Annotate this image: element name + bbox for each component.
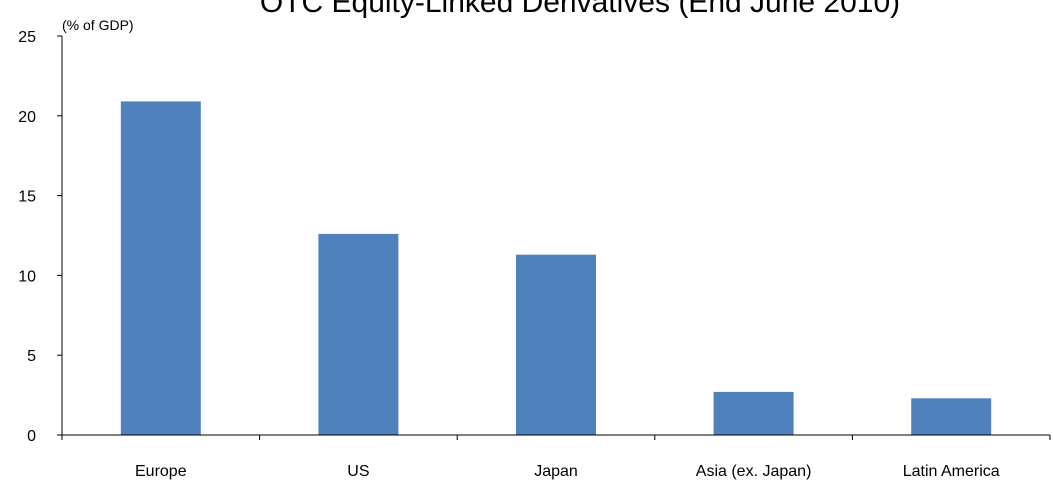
x-tick-label: Latin America	[903, 463, 1000, 480]
x-tick-label: Japan	[534, 463, 578, 480]
bars	[120, 101, 992, 436]
y-tick-label: 10	[18, 268, 36, 285]
bar-europe	[120, 101, 201, 436]
chart-title: OTC Equity-Linked Derivatives (End June …	[260, 0, 900, 19]
y-tick-label: 20	[18, 109, 36, 126]
y-tick-label: 0	[27, 428, 36, 445]
bar-us	[318, 233, 399, 435]
bar-latin-america	[911, 398, 992, 435]
x-tick-label: US	[347, 463, 369, 480]
x-tick-label: Asia (ex. Japan)	[696, 463, 812, 480]
y-tick-label: 5	[27, 348, 36, 365]
y-axis-ticks: 0 5 10 15 20 25	[18, 29, 62, 445]
y-tick-label: 25	[18, 29, 36, 46]
x-tick-label: Europe	[135, 463, 187, 480]
bar-japan	[516, 254, 596, 435]
y-tick-label: 15	[18, 189, 36, 206]
y-axis-unit-label: (% of GDP)	[62, 17, 134, 33]
bar-asia-ex-japan	[713, 391, 794, 435]
x-axis-ticks: Europe US Japan Asia (ex. Japan) Latin Ameri…	[61, 435, 1051, 480]
